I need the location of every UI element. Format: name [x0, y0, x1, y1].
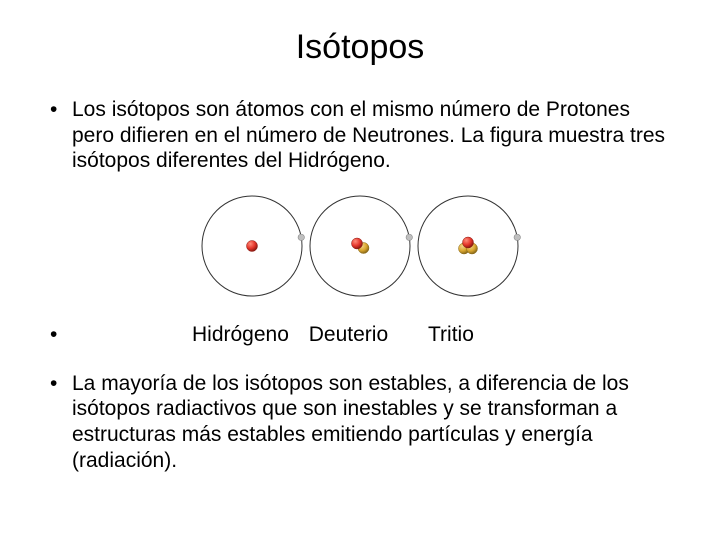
slide: Isótopos Los isótopos son átomos con el … — [0, 0, 720, 540]
labels-inner: Hidrógeno Deuterio Tritio — [72, 323, 474, 347]
label-tritium: Tritio — [428, 323, 474, 347]
proton-icon — [247, 240, 258, 251]
intro-paragraph: Los isótopos son átomos con el mismo núm… — [50, 97, 670, 174]
label-deuterium: Deuterio — [309, 323, 388, 347]
proton-icon — [463, 237, 474, 248]
hydrogen-atom — [198, 192, 306, 305]
electron-icon — [514, 234, 520, 240]
proton-icon — [352, 238, 363, 249]
electron-icon — [298, 234, 304, 240]
isotope-diagram-row — [50, 192, 670, 305]
tritium-atom — [414, 192, 522, 305]
electron-icon — [406, 234, 412, 240]
isotope-labels-row: Hidrógeno Deuterio Tritio — [50, 323, 670, 347]
deuterium-atom — [306, 192, 414, 305]
stability-paragraph: La mayoría de los isótopos son estables,… — [50, 371, 670, 473]
label-hydrogen: Hidrógeno — [192, 323, 289, 347]
slide-title: Isótopos — [50, 28, 670, 67]
